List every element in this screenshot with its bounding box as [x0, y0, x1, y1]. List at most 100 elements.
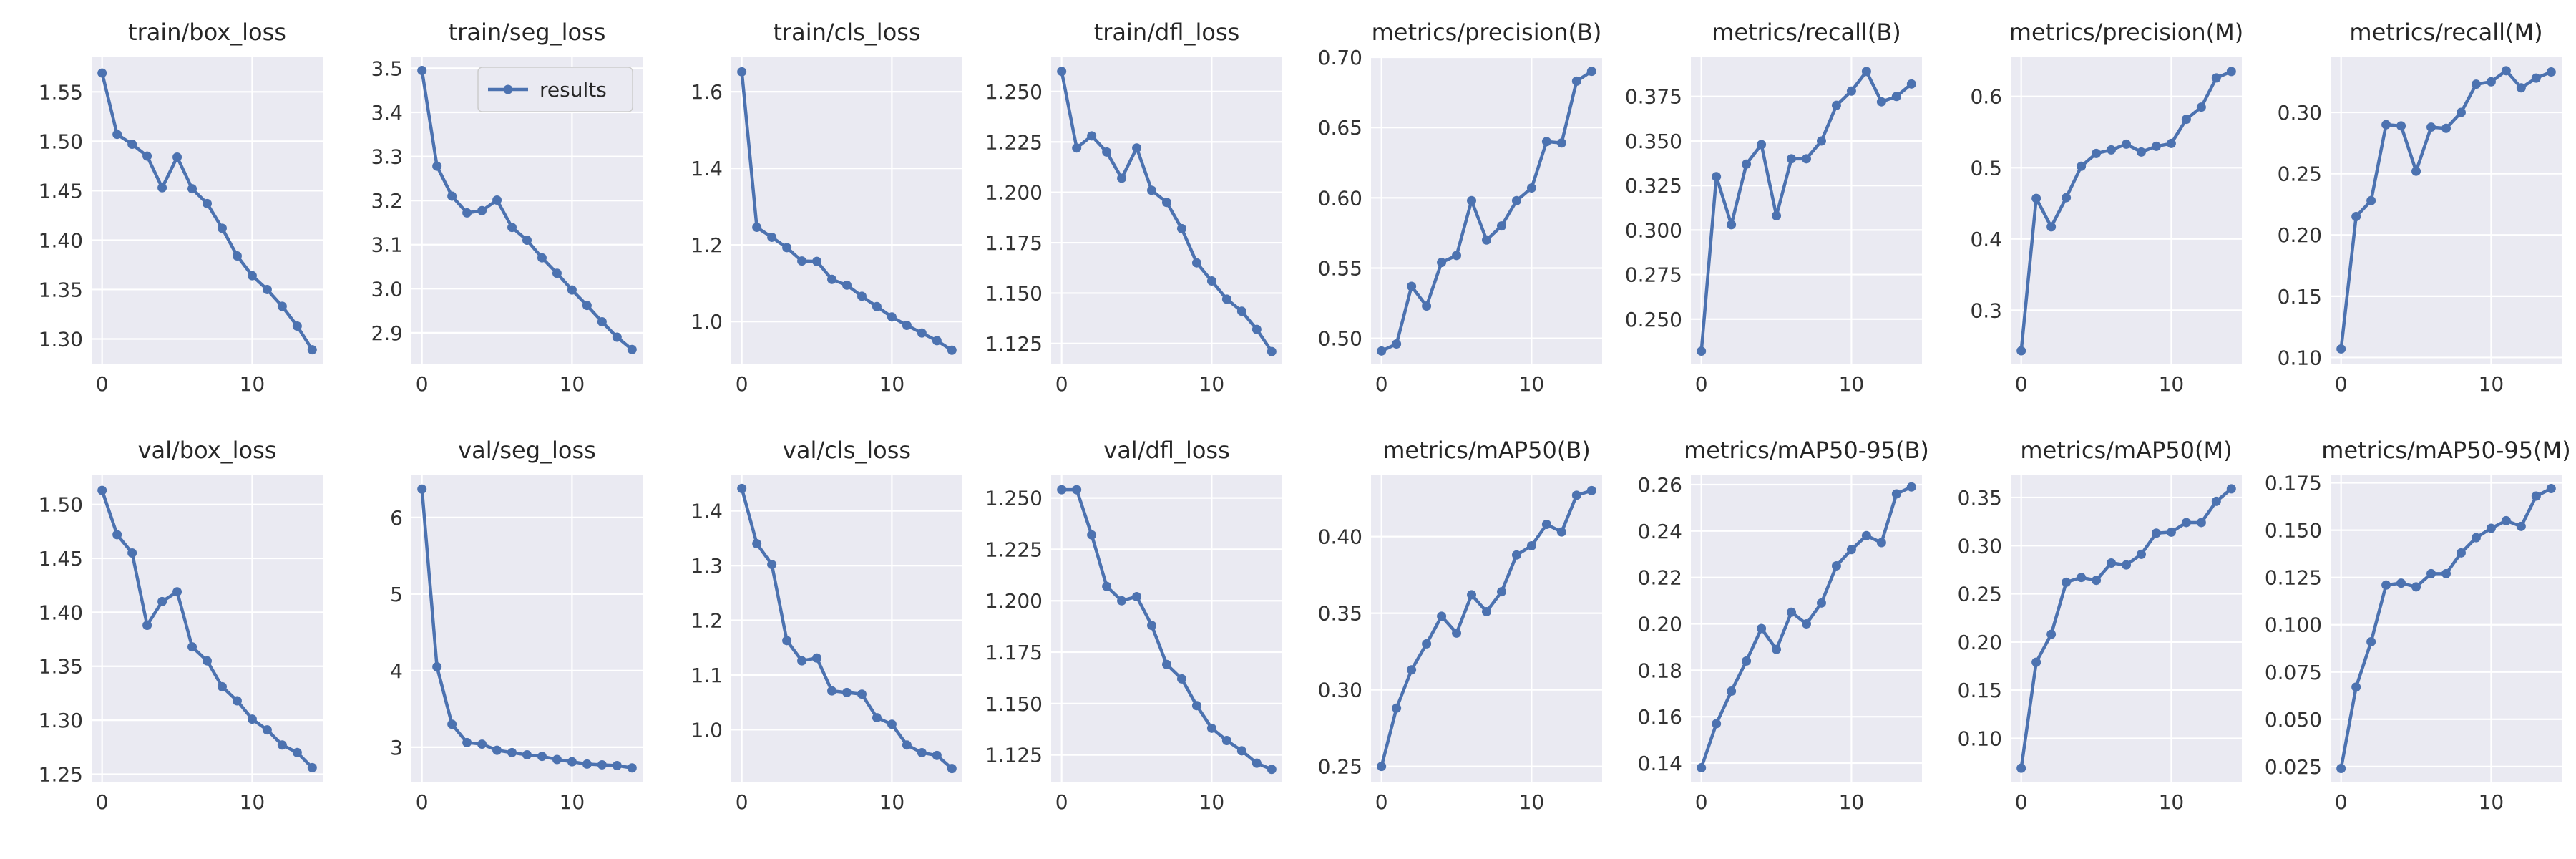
- y-tick-label: 0.275: [1625, 263, 1682, 287]
- x-tick-label: 10: [560, 790, 585, 814]
- data-point: [2031, 193, 2041, 203]
- y-tick-label: 0.16: [1638, 705, 1682, 729]
- y-tick-label: 1.25: [39, 762, 83, 786]
- data-point: [2136, 549, 2146, 559]
- y-tick-label: 0.25: [1318, 755, 1362, 779]
- y-tick-label: 3.1: [371, 233, 403, 257]
- y-tick-label: 0.250: [1625, 308, 1682, 331]
- data-point: [492, 745, 502, 755]
- y-tick-label: 3.3: [371, 145, 403, 169]
- data-point: [217, 223, 227, 233]
- data-point: [932, 750, 942, 760]
- data-point: [1727, 686, 1737, 697]
- data-point: [462, 208, 472, 218]
- x-tick-label: 0: [736, 372, 748, 396]
- data-point: [1556, 527, 1566, 537]
- data-point: [462, 737, 472, 747]
- x-tick-label: 0: [2015, 790, 2028, 814]
- data-point: [2486, 77, 2496, 87]
- subplot-grid: 0 101.301.351.401.451.501.55train/box_los…: [39, 19, 2571, 814]
- data-point: [2166, 138, 2176, 148]
- data-point: [1407, 281, 1417, 291]
- data-point: [2336, 344, 2346, 354]
- data-point: [2531, 73, 2541, 83]
- data-point: [887, 719, 897, 729]
- data-point: [447, 191, 457, 201]
- data-point: [507, 223, 517, 233]
- data-point: [1236, 746, 1246, 756]
- subplot-title: train/dfl_loss: [1094, 19, 1240, 46]
- data-point: [2196, 102, 2206, 112]
- data-point: [2441, 568, 2451, 578]
- y-tick-label: 0.6: [1970, 85, 2002, 109]
- data-point: [1802, 154, 1811, 164]
- y-tick-label: 0.10: [2278, 346, 2322, 369]
- subplot-metrics-map50-m: 0 10 0.10 0.15 0.20 0.25 0.30 0.35 metrics/mAP50…: [1958, 437, 2242, 814]
- data-point: [2046, 222, 2057, 232]
- data-point: [1876, 97, 1886, 107]
- y-tick-label: 0.050: [2265, 708, 2322, 732]
- data-point: [2031, 657, 2041, 667]
- data-point: [902, 740, 912, 750]
- data-point: [2211, 496, 2221, 506]
- y-tick-label: 1.250: [985, 487, 1043, 510]
- data-point: [1586, 485, 1596, 495]
- y-tick-label: 1.40: [39, 601, 83, 624]
- data-point: [1252, 758, 1262, 768]
- data-point: [1757, 623, 1767, 634]
- x-tick-label: 10: [2159, 372, 2185, 396]
- x-tick-label: 10: [1199, 372, 1225, 396]
- y-tick-label: 1.0: [691, 310, 723, 334]
- data-point: [232, 696, 242, 706]
- data-point: [2351, 682, 2361, 692]
- y-tick-label: 3: [390, 736, 403, 759]
- x-tick-label: 0: [416, 372, 429, 396]
- data-point: [1437, 611, 1447, 621]
- data-point: [1252, 324, 1262, 334]
- y-tick-label: 0.30: [2278, 101, 2322, 125]
- data-point: [477, 739, 487, 749]
- data-point: [582, 301, 592, 311]
- data-point: [1176, 674, 1186, 684]
- data-point: [597, 759, 607, 770]
- data-point: [97, 68, 107, 78]
- data-point: [1586, 67, 1596, 77]
- data-point: [2456, 107, 2466, 117]
- plot-area: [92, 57, 323, 364]
- subplot-title: train/seg_loss: [449, 19, 606, 46]
- data-point: [1467, 195, 1477, 205]
- data-point: [2501, 66, 2511, 76]
- data-point: [552, 268, 562, 278]
- data-point: [1377, 762, 1387, 772]
- subplot-title: metrics/mAP50-95(B): [1684, 437, 1929, 464]
- data-point: [1816, 136, 1826, 146]
- x-tick-label: 0: [1695, 790, 1708, 814]
- y-tick-label: 0.150: [2265, 519, 2322, 543]
- data-point: [1541, 519, 1551, 529]
- x-tick-label: 0: [736, 790, 748, 814]
- y-tick-label: 1.6: [691, 80, 723, 104]
- y-tick-label: 1.45: [39, 547, 83, 571]
- plot-area: [1371, 57, 1602, 364]
- y-tick-label: 0.3: [1970, 299, 2002, 322]
- data-point: [2336, 764, 2346, 774]
- data-point: [1147, 621, 1157, 631]
- subplot-metrics-map50-b: 0 10 0.25 0.30 0.35 0.40 metrics/mAP50(B): [1318, 437, 1602, 814]
- data-point: [1861, 530, 1871, 540]
- data-point: [567, 285, 577, 295]
- data-point: [247, 714, 257, 724]
- y-tick-label: 0.5: [1970, 156, 2002, 180]
- x-tick-label: 0: [416, 790, 429, 814]
- x-tick-label: 0: [2335, 790, 2348, 814]
- data-point: [1556, 138, 1566, 148]
- y-tick-label: 1.250: [985, 80, 1043, 104]
- data-point: [2381, 580, 2391, 590]
- data-point: [812, 653, 822, 663]
- data-point: [1392, 703, 1402, 713]
- data-point: [1846, 545, 1856, 555]
- data-point: [187, 642, 197, 652]
- data-point: [492, 195, 502, 205]
- data-point: [1511, 195, 1521, 205]
- data-point: [2351, 212, 2361, 222]
- data-point: [1132, 591, 1142, 601]
